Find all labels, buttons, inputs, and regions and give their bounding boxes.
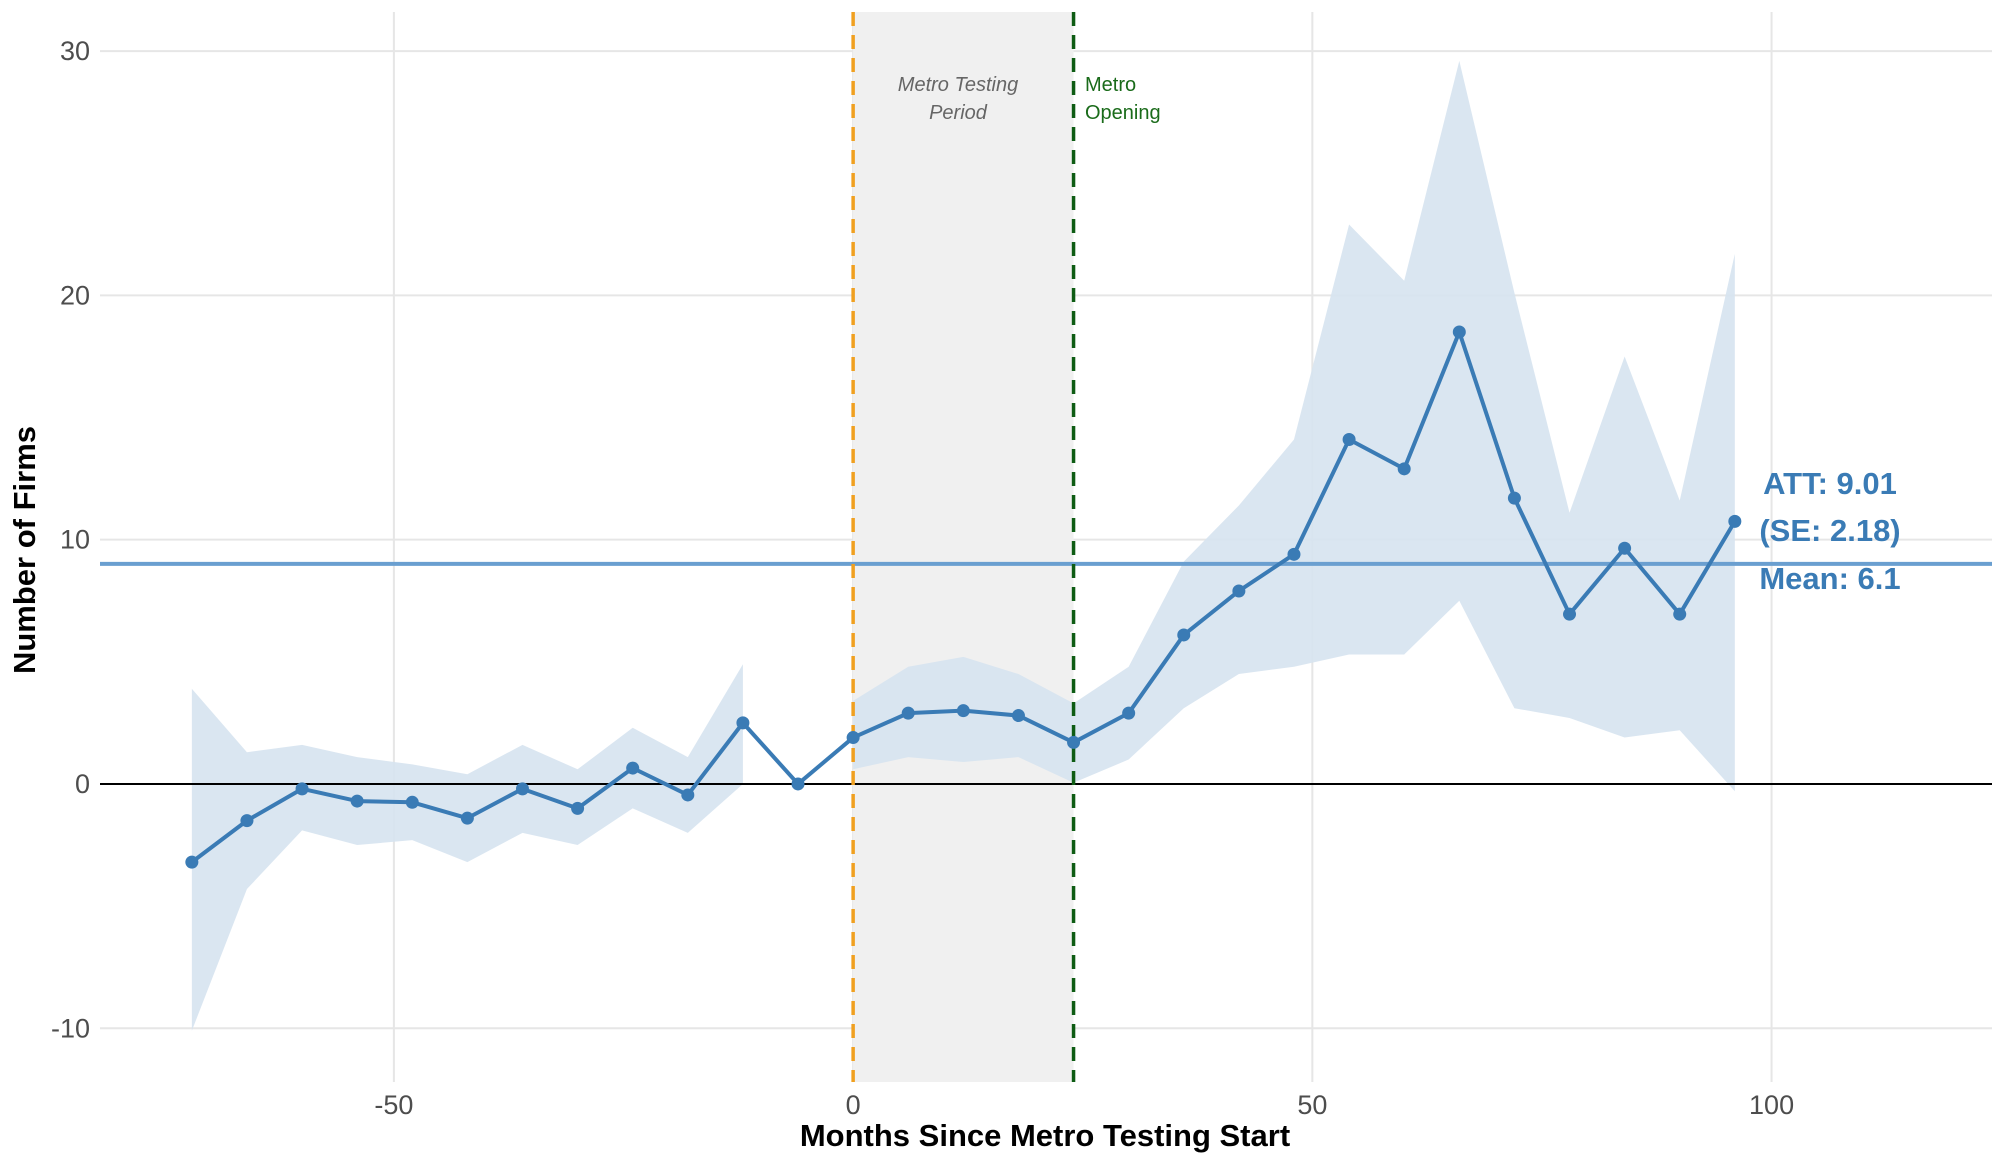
confidence-band: [191, 664, 743, 1031]
reference-lines-layer: [100, 12, 1992, 1082]
data-point: [350, 794, 364, 808]
data-point: [1507, 491, 1521, 505]
confidence-band: [853, 60, 1735, 792]
data-point: [1728, 514, 1742, 528]
testing-period-label-line-2: Period: [929, 102, 988, 124]
x-axis-title: Months Since Metro Testing Start: [800, 1118, 1290, 1153]
y-tick-label: -10: [51, 1013, 90, 1043]
annotations-layer: Metro Testing Period Metro Opening ATT: …: [898, 74, 1901, 596]
data-point: [1342, 433, 1356, 447]
att-value-label: ATT: 9.01: [1763, 466, 1897, 501]
x-tick-label: 0: [846, 1090, 861, 1120]
y-tick-label: 20: [60, 280, 90, 310]
confidence-band-layer: [191, 60, 1735, 1031]
data-point: [1011, 709, 1025, 723]
x-tick-label: 100: [1749, 1090, 1794, 1120]
data-point: [846, 731, 860, 745]
testing-period-shade-layer: [853, 12, 1074, 1082]
data-point: [1232, 584, 1246, 598]
data-point: [515, 782, 529, 796]
opening-label-line-1: Metro: [1085, 74, 1136, 96]
data-point: [571, 801, 585, 815]
att-mean-label: Mean: 6.1: [1759, 561, 1900, 596]
data-point: [185, 855, 199, 869]
x-tick-label: 50: [1297, 1090, 1327, 1120]
data-point: [460, 811, 474, 825]
data-point: [1122, 706, 1136, 720]
data-point: [736, 716, 750, 730]
testing-period-label-line-1: Metro Testing: [898, 74, 1018, 96]
y-tick-label: 0: [75, 769, 90, 799]
data-point: [1618, 541, 1632, 555]
data-point: [681, 788, 695, 802]
data-point: [1287, 547, 1301, 561]
data-point: [791, 777, 805, 791]
testing-period-shade: [853, 12, 1074, 1082]
data-point: [1563, 607, 1577, 621]
x-tick-label: -50: [374, 1090, 413, 1120]
tick-labels-layer: -10 0 10 20 30 -50 0 50 100: [51, 36, 1794, 1120]
y-axis-title: Number of Firms: [7, 426, 42, 674]
y-tick-label: 30: [60, 36, 90, 66]
data-point: [1067, 735, 1081, 749]
data-point: [1397, 462, 1411, 476]
data-point: [405, 795, 419, 809]
data-point: [901, 706, 915, 720]
data-point: [1177, 628, 1191, 642]
opening-label-line-2: Opening: [1085, 102, 1161, 124]
data-point: [1452, 325, 1466, 339]
data-point: [240, 814, 254, 828]
data-point: [956, 704, 970, 718]
data-point: [295, 782, 309, 796]
data-point: [626, 761, 640, 775]
data-point: [1673, 607, 1687, 621]
series-layer: [185, 325, 1742, 869]
y-tick-label: 10: [60, 525, 90, 555]
att-se-label: (SE: 2.18): [1759, 513, 1900, 548]
